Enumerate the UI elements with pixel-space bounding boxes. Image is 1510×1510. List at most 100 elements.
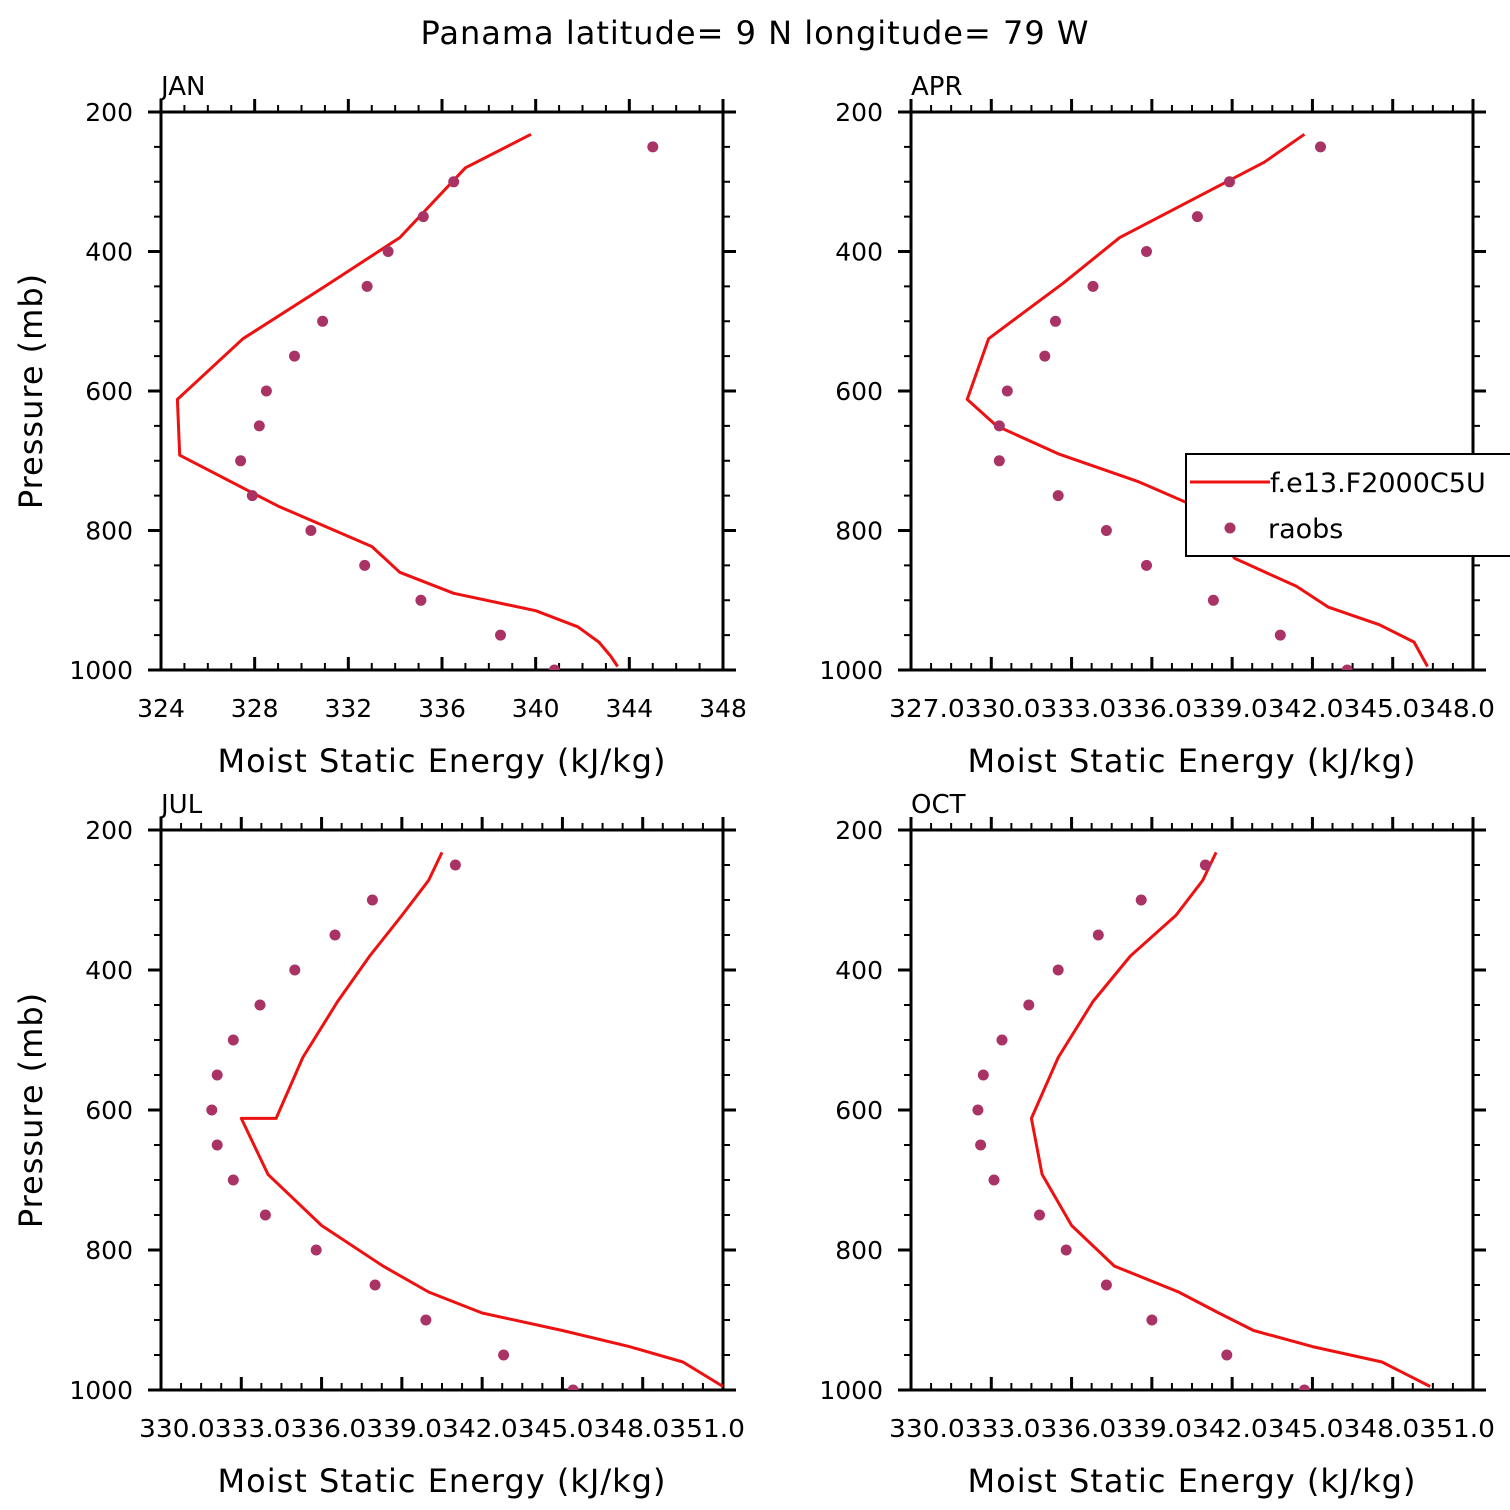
apr-raobs-point (1207, 594, 1219, 606)
oct-plot-frame (909, 828, 1475, 1392)
apr-raobs-point (1039, 350, 1051, 362)
jul-raobs-point (227, 1034, 239, 1046)
jul-raobs-point (259, 1209, 271, 1221)
apr-y-tick-label: 400 (835, 238, 883, 267)
jan-raobs-point (417, 211, 429, 223)
apr-panel-title: APR (911, 72, 963, 102)
oct-model-line (1029, 851, 1431, 1388)
jan-raobs-point (382, 246, 394, 257)
oct-x-tick-labels: 330.0333.0336.0339.0342.0345.0348.0351.0 (889, 1414, 1495, 1443)
apr-raobs-point (993, 455, 1005, 467)
oct-raobs-point (1060, 1244, 1072, 1256)
apr-raobs-point (993, 420, 1005, 432)
apr-raobs-point (1191, 211, 1203, 223)
jan-x-tick-label: 328 (231, 694, 279, 723)
oct-raobs-point (1034, 1209, 1045, 1221)
oct-raobs-point (1221, 1349, 1233, 1361)
oct-raobs-point (1135, 894, 1147, 906)
apr-raobs-point (1274, 629, 1286, 641)
jan-raobs-point (548, 664, 560, 670)
apr-raobs-point (1141, 246, 1152, 257)
oct-panel-title: OCT (911, 790, 966, 820)
apr-raobs-point (1052, 490, 1064, 502)
oct-raobs-point (1023, 999, 1035, 1011)
oct-y-tick-label: 200 (835, 816, 883, 845)
apr-raobs-point (1224, 176, 1235, 188)
jan-raobs-point (359, 559, 371, 571)
apr-raobs-point (1050, 315, 1061, 327)
jul-raobs-point (211, 1069, 223, 1081)
jan-data-area (175, 132, 659, 670)
oct-raobs-point (972, 1104, 984, 1116)
apr-y-tick-label: 800 (835, 517, 883, 546)
oct-raobs-point (996, 1034, 1008, 1046)
legend-raobs-label: raobs (1268, 514, 1343, 545)
jul-data-area (206, 851, 723, 1390)
jan-raobs-point (495, 629, 506, 641)
jan-y-tick-label: 200 (85, 98, 133, 127)
jan-raobs-point (317, 315, 329, 327)
oct-y-tick-label: 800 (835, 1236, 883, 1265)
jul-raobs-point (254, 999, 266, 1011)
jan-raobs-point (253, 420, 265, 432)
apr-raobs-point (1100, 525, 1112, 536)
jan-raobs-point (647, 141, 659, 153)
apr-raobs-point (1087, 280, 1099, 292)
apr-plot-frame (909, 110, 1475, 672)
jul-raobs-point (310, 1244, 322, 1256)
jul-y-tick-label: 400 (85, 956, 133, 985)
jul-y-tick-label: 200 (85, 816, 133, 845)
panel-oct: OCT 330.0333.0336.0339.0342.0345.0348.035… (819, 790, 1495, 1500)
apr-raobs-point (1341, 664, 1353, 670)
oct-raobs-point (1298, 1384, 1310, 1390)
oct-y-tick-label: 1000 (819, 1376, 883, 1405)
jan-raobs-point (260, 385, 272, 397)
jul-y-tick-label: 1000 (69, 1376, 133, 1405)
jan-x-tick-label: 324 (137, 694, 185, 723)
jan-raobs-point (448, 176, 460, 188)
panel-jul: JUL 330.0333.0336.0339.0342.0345.0348.035… (12, 790, 745, 1500)
jul-panel-title: JUL (159, 790, 203, 820)
oct-raobs-point (1199, 859, 1211, 871)
jan-y-axis-label: Pressure (mb) (12, 273, 50, 509)
apr-y-tick-label: 600 (835, 377, 883, 406)
jul-raobs-point (498, 1349, 510, 1361)
apr-y-tick-label: 1000 (819, 656, 883, 685)
oct-y-tick-label: 400 (835, 956, 883, 985)
jan-raobs-point (235, 455, 247, 467)
jul-x-tick-labels: 330.0333.0336.0339.0342.0345.0348.0351.0 (139, 1414, 745, 1443)
jan-y-tick-label: 800 (85, 517, 133, 546)
panel-apr: APR 327.0330.0333.0336.0339.0342.0345.034… (819, 72, 1495, 780)
jul-raobs-point (211, 1139, 223, 1151)
jan-y-tick-label: 400 (85, 238, 133, 267)
oct-raobs-point (1146, 1314, 1158, 1326)
apr-raobs-point (1141, 559, 1152, 571)
apr-raobs-point (1315, 141, 1326, 153)
oct-raobs-point (1100, 1279, 1112, 1291)
jul-raobs-point (449, 859, 461, 871)
jul-y-axis-label: Pressure (mb) (12, 992, 50, 1228)
jan-y-tick-label: 1000 (69, 656, 133, 685)
jul-raobs-point (369, 1279, 381, 1291)
jan-x-tick-label: 344 (605, 694, 653, 723)
jul-raobs-point (227, 1174, 239, 1186)
jan-y-tick-label: 600 (85, 377, 133, 406)
oct-raobs-point (1092, 929, 1104, 941)
jul-raobs-point (420, 1314, 432, 1326)
oct-x-axis-label: Moist Static Energy (kJ/kg) (968, 1462, 1417, 1500)
jan-raobs-point (289, 350, 300, 362)
jan-panel-title: JAN (159, 72, 205, 102)
oct-data-area (972, 851, 1431, 1390)
oct-raobs-point (977, 1069, 989, 1081)
jul-raobs-point (567, 1384, 579, 1390)
apr-data-area (965, 133, 1429, 670)
jan-raobs-point (361, 280, 373, 292)
jul-raobs-point (329, 929, 341, 941)
apr-model-line (965, 133, 1429, 668)
figure-title: Panama latitude= 9 N longitude= 79 W (421, 14, 1090, 52)
jan-x-tick-label: 348 (699, 694, 747, 723)
jan-model-line (175, 132, 619, 668)
jul-raobs-point (289, 964, 301, 976)
oct-raobs-point (1052, 964, 1064, 976)
apr-raobs-point (1001, 385, 1013, 397)
